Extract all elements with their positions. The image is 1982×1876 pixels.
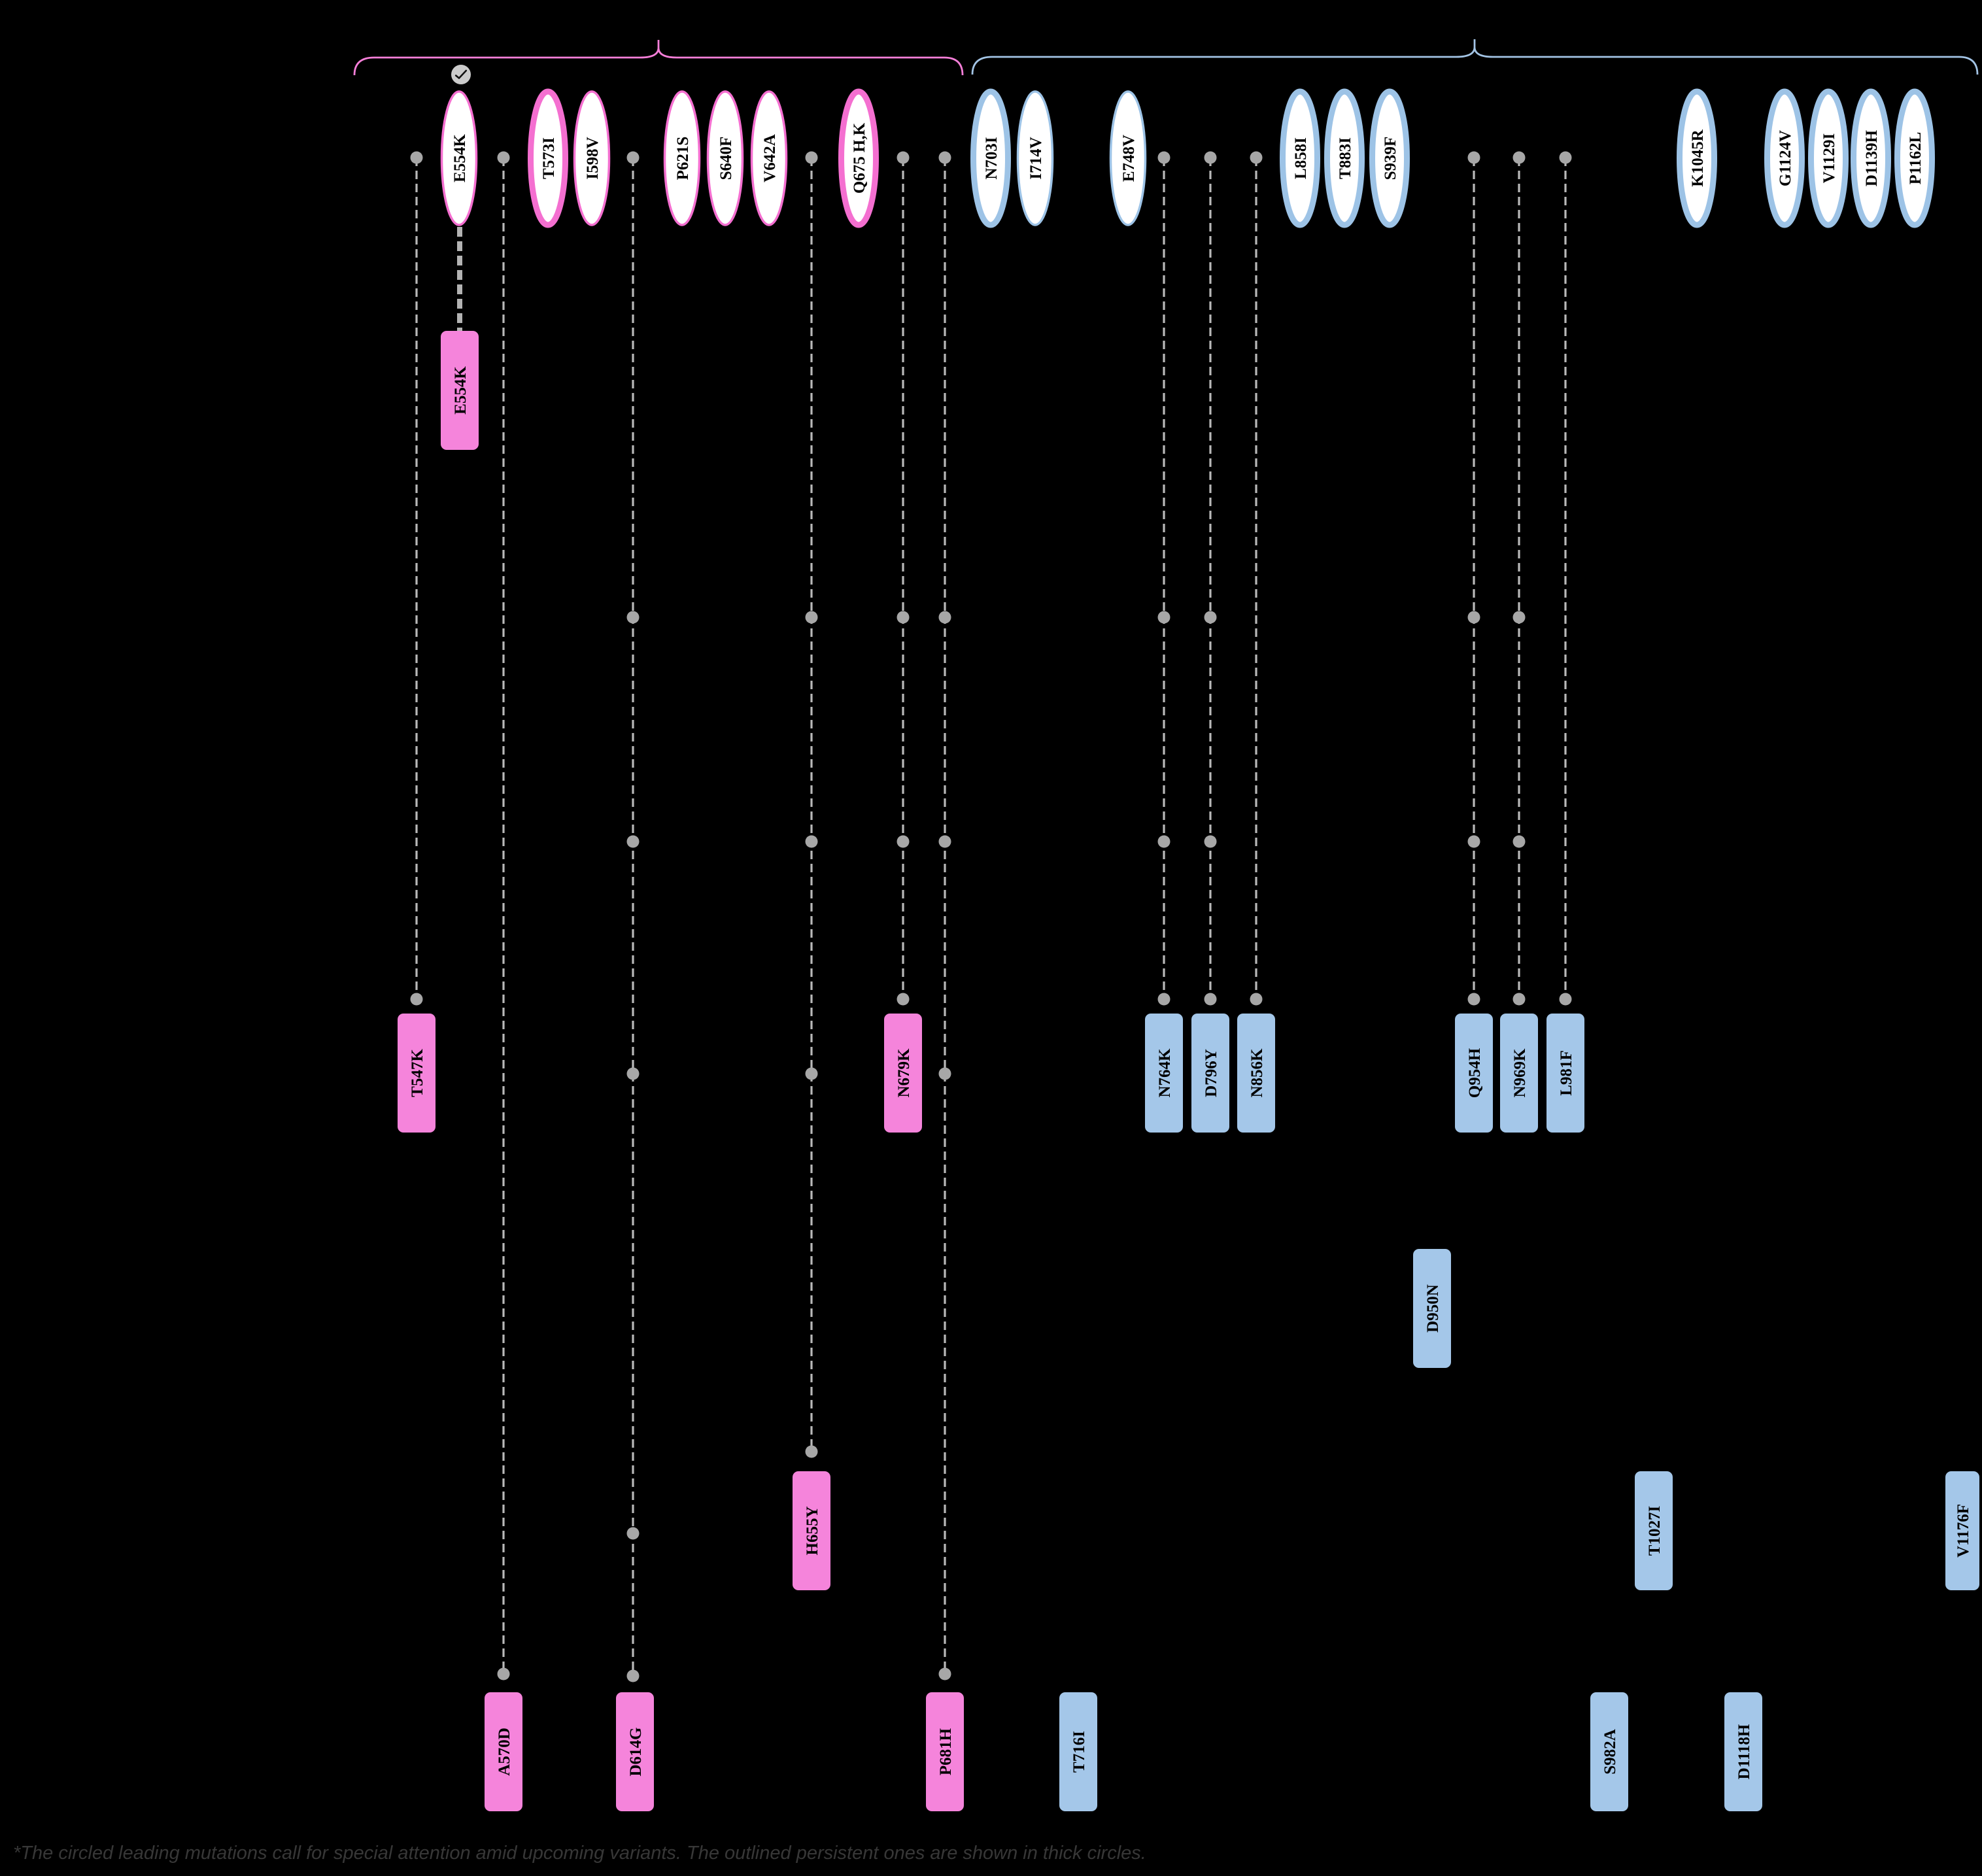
svg-text:D796Y: D796Y bbox=[1203, 1049, 1220, 1097]
svg-text:N969K: N969K bbox=[1511, 1048, 1529, 1098]
svg-text:T883I: T883I bbox=[1337, 137, 1354, 179]
svg-text:N764K: N764K bbox=[1156, 1048, 1174, 1098]
svg-text:T573I: T573I bbox=[540, 137, 558, 179]
svg-text:N703I: N703I bbox=[983, 137, 1000, 179]
svg-text:Q954H: Q954H bbox=[1466, 1048, 1484, 1098]
svg-text:K1045R: K1045R bbox=[1689, 129, 1707, 186]
svg-text:T547K: T547K bbox=[409, 1049, 426, 1097]
svg-text:I714V: I714V bbox=[1027, 137, 1045, 179]
svg-text:E554K: E554K bbox=[451, 134, 469, 182]
svg-text:L858I: L858I bbox=[1292, 137, 1310, 179]
svg-text:G1124V: G1124V bbox=[1777, 130, 1794, 186]
svg-text:S982A: S982A bbox=[1601, 1729, 1619, 1774]
svg-text:D1139H: D1139H bbox=[1863, 129, 1881, 186]
svg-text:Q675 H,K: Q675 H,K bbox=[851, 122, 868, 194]
svg-text:S939F: S939F bbox=[1382, 137, 1399, 180]
svg-text:L981F: L981F bbox=[1558, 1050, 1575, 1095]
svg-text:V642A: V642A bbox=[761, 134, 779, 182]
svg-text:P621S: P621S bbox=[674, 137, 692, 180]
svg-text:D950N: D950N bbox=[1424, 1284, 1442, 1333]
svg-text:V1176F: V1176F bbox=[1955, 1504, 1972, 1558]
svg-text:P681H: P681H bbox=[937, 1728, 955, 1775]
svg-text:T716I: T716I bbox=[1070, 1731, 1088, 1773]
svg-text:N856K: N856K bbox=[1248, 1048, 1266, 1098]
svg-text:E554K: E554K bbox=[452, 366, 470, 415]
svg-text:H655Y: H655Y bbox=[804, 1507, 821, 1556]
svg-text:A570D: A570D bbox=[496, 1728, 513, 1776]
svg-text:V1129I: V1129I bbox=[1820, 133, 1838, 183]
svg-text:I598V: I598V bbox=[584, 137, 602, 179]
svg-text:*The circled leading mutations: *The circled leading mutations call for … bbox=[13, 1843, 1146, 1864]
svg-text:P1162L: P1162L bbox=[1907, 132, 1924, 185]
svg-text:D614G: D614G bbox=[627, 1728, 645, 1777]
svg-text:S640F: S640F bbox=[717, 137, 735, 180]
svg-text:E748V: E748V bbox=[1120, 135, 1138, 182]
svg-text:T1027I: T1027I bbox=[1646, 1506, 1664, 1556]
svg-text:N679K: N679K bbox=[895, 1048, 913, 1098]
svg-text:D1118H: D1118H bbox=[1735, 1724, 1753, 1779]
